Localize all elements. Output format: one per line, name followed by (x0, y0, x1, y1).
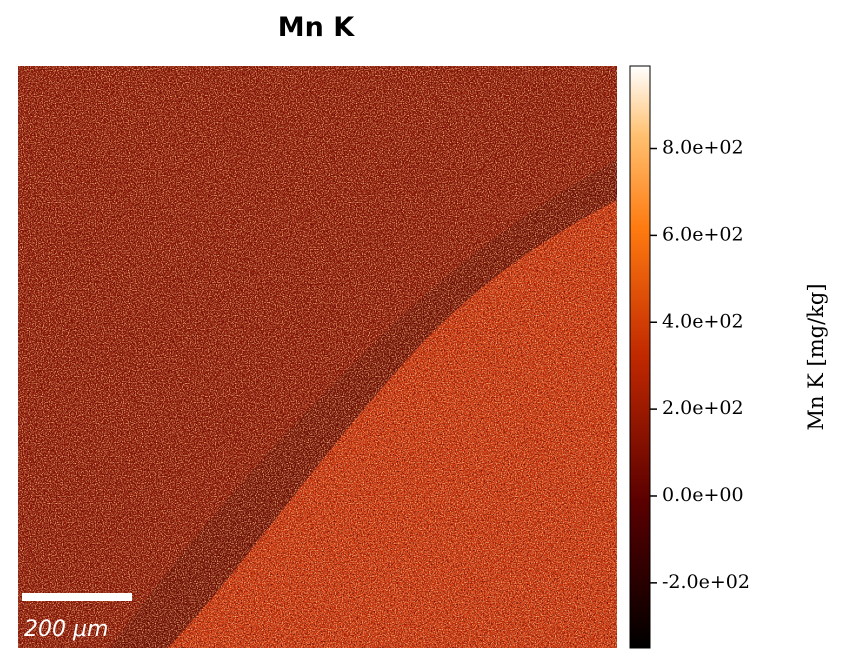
colorbar-label: Mn K [mg/kg] (804, 283, 828, 430)
colorbar-tick-label: 0.0e+00 (662, 484, 744, 506)
colorbar-tick-label: 6.0e+02 (662, 223, 744, 245)
scale-bar: 200 μm (22, 593, 132, 642)
colorbar-tick-label: 2.0e+02 (662, 397, 744, 419)
colorbar (629, 65, 651, 649)
scale-bar-label: 200 μm (24, 617, 108, 642)
chart-title: Mn K (278, 12, 355, 43)
scale-bar-line (22, 593, 132, 601)
colorbar-tick-label: -2.0e+02 (662, 571, 750, 593)
colorbar-tick-label: 4.0e+02 (662, 310, 744, 332)
colorbar-tick-label: 8.0e+02 (662, 137, 744, 159)
map-image (18, 66, 617, 648)
